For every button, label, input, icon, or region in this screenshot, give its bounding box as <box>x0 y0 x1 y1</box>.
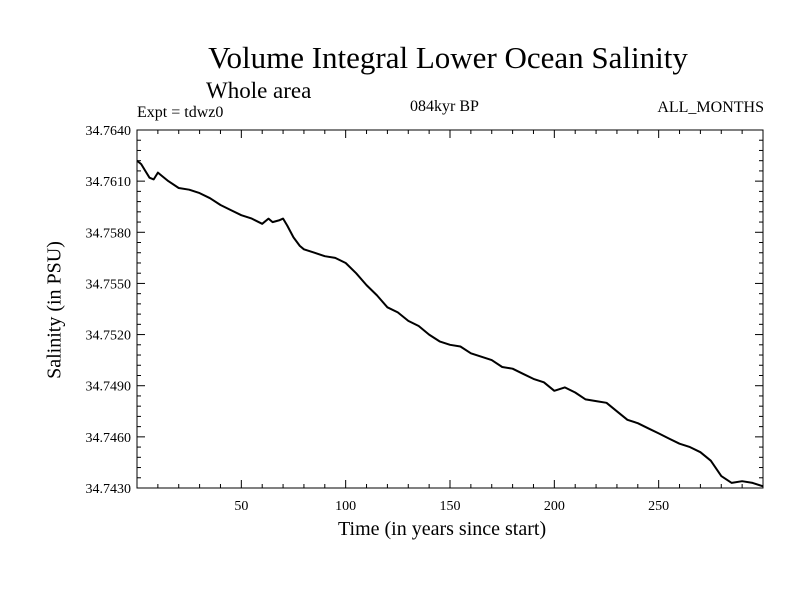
months-label: ALL_MONTHS <box>657 99 764 116</box>
x-axis: 50 100 150 200 250 <box>157 130 743 514</box>
x-tick-label: 150 <box>440 499 461 514</box>
x-axis-label: Time (in years since start) <box>338 518 547 540</box>
period-label: 084kyr BP <box>410 98 479 115</box>
chart-subtitle: Whole area <box>206 78 312 103</box>
x-tick-label: 50 <box>234 499 248 514</box>
y-tick-label: 34.7520 <box>86 329 132 344</box>
chart-title: Volume Integral Lower Ocean Salinity <box>208 40 688 75</box>
y-axis: 34.7430 34.7460 34.7490 34.7520 34.7550 34.75… <box>86 124 763 497</box>
y-tick-label: 34.7430 <box>86 482 132 497</box>
y-axis-label: Salinity (in PSU) <box>43 241 66 379</box>
x-tick-label: 250 <box>648 499 669 514</box>
x-tick-label: 200 <box>544 499 565 514</box>
x-tick-label: 100 <box>335 499 356 514</box>
y-tick-label: 34.7640 <box>86 124 132 139</box>
y-tick-label: 34.7490 <box>86 380 132 395</box>
y-tick-label: 34.7550 <box>86 277 132 292</box>
y-tick-label: 34.7460 <box>86 431 132 446</box>
salinity-series-line <box>136 159 764 488</box>
experiment-label: Expt = tdwz0 <box>137 104 224 121</box>
y-tick-label: 34.7610 <box>86 175 132 190</box>
y-tick-label: 34.7580 <box>86 226 132 241</box>
plot-frame <box>136 129 764 489</box>
